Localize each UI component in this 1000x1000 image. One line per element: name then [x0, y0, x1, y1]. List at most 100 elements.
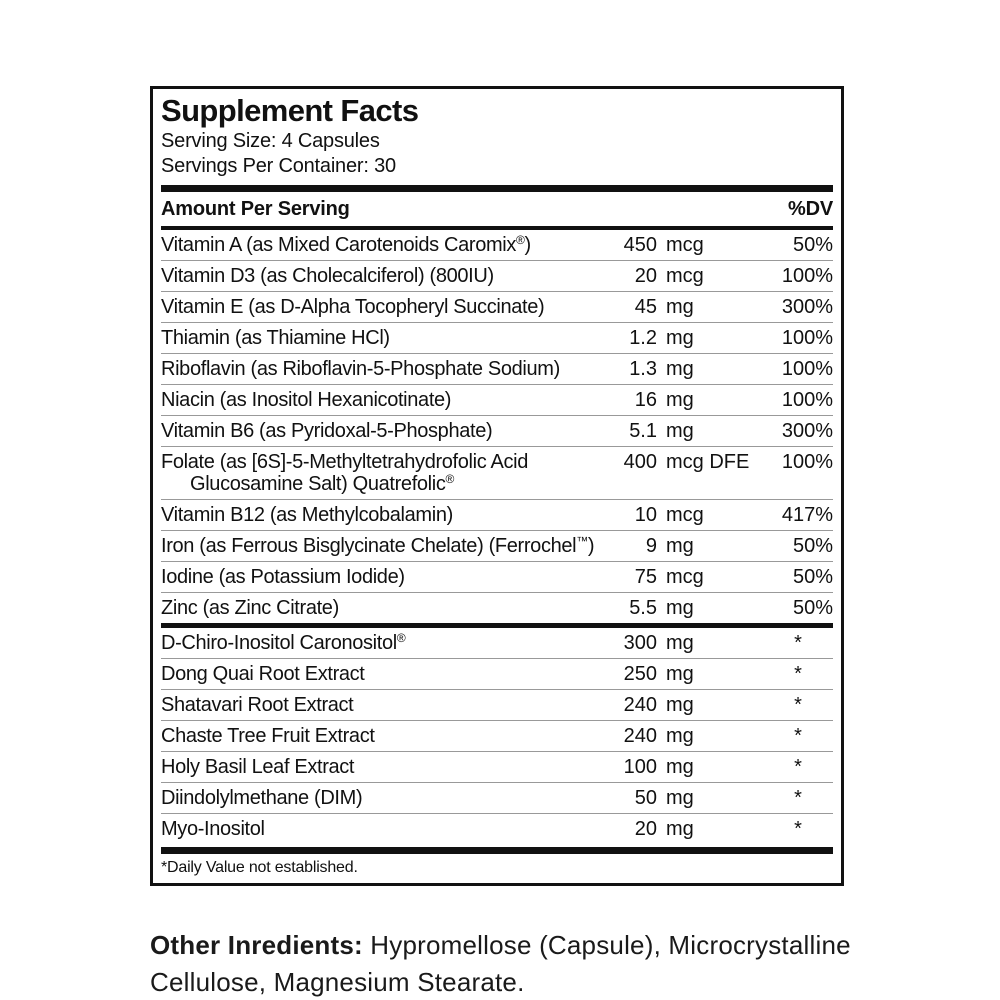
panel-title: Supplement Facts — [161, 93, 419, 128]
nutrient-amount-value: 45 — [634, 296, 657, 318]
other-ingredients-paragraph: Other Inredients: Hypromellose (Capsule)… — [150, 927, 910, 1000]
nutrient-amount-value: 240 — [623, 694, 657, 716]
nutrient-amount-unit: mg — [666, 296, 694, 318]
nutrient-name: Iron (as Ferrous Bisglycinate Chelate) (… — [161, 534, 595, 557]
nutrient-daily-value: 300% — [781, 296, 833, 318]
nutrient-name: Folate (as [6S]-5-Methyltetrahydrofolic … — [161, 451, 528, 495]
nutrient-amount-value: 5.5 — [629, 597, 657, 619]
nutrient-name: Niacin (as Inositol Hexanicotinate) — [161, 389, 452, 411]
nutrient-amount-unit: mg — [666, 725, 694, 747]
nutrient-daily-value: 100% — [781, 358, 833, 380]
nutrient-name: Shatavari Root Extract — [161, 694, 354, 716]
nutrient-name: Vitamin D3 (as Cholecalciferol) (800IU) — [161, 265, 494, 287]
nutrient-amount-unit: mcg — [666, 265, 704, 287]
nutrient-amount-value: 1.2 — [629, 327, 657, 349]
table-row: Zinc (as Zinc Citrate) 5.5 mg 50% — [161, 592, 833, 623]
table-row: Chaste Tree Fruit Extract 240 mg * — [161, 720, 833, 751]
table-row: Iodine (as Potassium Iodide) 75 mcg 50% — [161, 561, 833, 592]
table-row: Vitamin B6 (as Pyridoxal-5-Phosphate) 5.… — [161, 415, 833, 446]
nutrient-amount-value: 50 — [634, 787, 657, 809]
nutrient-amount-unit: mg — [666, 597, 694, 619]
nutrient-amount-unit: mg — [666, 358, 694, 380]
table-row: Iron (as Ferrous Bisglycinate Chelate) (… — [161, 530, 833, 561]
divider-under-header — [161, 226, 833, 230]
nutrient-amount-unit: mg — [666, 787, 694, 809]
nutrient-amount-value: 240 — [623, 725, 657, 747]
nutrient-daily-value: 100% — [781, 451, 833, 473]
table-row: Riboflavin (as Riboflavin-5-Phosphate So… — [161, 353, 833, 384]
nutrient-amount-value: 300 — [623, 632, 657, 654]
nutrient-amount-value: 16 — [634, 389, 657, 411]
nutrient-name: Vitamin A (as Mixed Carotenoids Caromix®… — [161, 233, 531, 256]
supplement-facts-panel: Supplement Facts Serving Size: 4 Capsule… — [150, 86, 844, 886]
nutrient-name: Zinc (as Zinc Citrate) — [161, 597, 339, 619]
servings-per-container-line: Servings Per Container: 30 — [161, 155, 396, 177]
nutrient-daily-value: 100% — [781, 265, 833, 287]
nutrient-amount-unit: mg — [666, 420, 694, 442]
nutrient-amount-value: 5.1 — [629, 420, 657, 442]
nutrient-amount-value: 9 — [645, 535, 657, 557]
table-row: Myo-Inositol 20 mg * — [161, 813, 833, 844]
nutrient-amount-value: 1.3 — [629, 358, 657, 380]
table-row: Vitamin B12 (as Methylcobalamin) 10 mcg … — [161, 499, 833, 530]
nutrient-amount-value: 400 — [623, 451, 657, 473]
nutrient-amount-value: 10 — [634, 504, 657, 526]
nutrient-name: Vitamin E (as D-Alpha Tocopheryl Succina… — [161, 296, 545, 318]
thick-divider-bottom — [161, 847, 833, 854]
nutrient-daily-value: 50% — [792, 597, 833, 619]
nutrient-daily-value: 50% — [792, 566, 833, 588]
daily-value-footnote: *Daily Value not established. — [161, 859, 358, 876]
nutrient-amount-unit: mcg — [666, 234, 704, 256]
nutrient-name: D-Chiro-Inositol Caronositol® — [161, 631, 406, 654]
botanical-rows-section: D-Chiro-Inositol Caronositol® 300 mg * D… — [161, 628, 833, 844]
nutrient-name: Vitamin B12 (as Methylcobalamin) — [161, 504, 453, 526]
table-row: D-Chiro-Inositol Caronositol® 300 mg * — [161, 628, 833, 658]
nutrient-daily-value: * — [794, 787, 802, 809]
nutrient-amount-value: 100 — [623, 756, 657, 778]
nutrient-amount-unit: mcg DFE — [666, 451, 750, 473]
nutrient-amount-unit: mg — [666, 327, 694, 349]
nutrient-name: Chaste Tree Fruit Extract — [161, 725, 375, 747]
nutrient-daily-value: * — [794, 725, 802, 747]
table-row: Folate (as [6S]-5-Methyltetrahydrofolic … — [161, 446, 833, 499]
nutrient-amount-unit: mcg — [666, 566, 704, 588]
nutrient-amount-unit: mcg — [666, 504, 704, 526]
nutrient-name: Holy Basil Leaf Extract — [161, 756, 355, 778]
table-row: Diindolylmethane (DIM) 50 mg * — [161, 782, 833, 813]
nutrient-amount-unit: mg — [666, 756, 694, 778]
nutrient-amount-value: 20 — [634, 818, 657, 840]
table-row: Niacin (as Inositol Hexanicotinate) 16 m… — [161, 384, 833, 415]
amount-per-serving-header: Amount Per Serving — [161, 198, 350, 220]
nutrient-amount-unit: mg — [666, 663, 694, 685]
nutrient-name: Diindolylmethane (DIM) — [161, 787, 363, 809]
serving-size-line: Serving Size: 4 Capsules — [161, 130, 380, 152]
nutrient-name: Dong Quai Root Extract — [161, 663, 365, 685]
nutrient-daily-value: * — [794, 694, 802, 716]
table-row: Dong Quai Root Extract 250 mg * — [161, 658, 833, 689]
nutrient-name: Vitamin B6 (as Pyridoxal-5-Phosphate) — [161, 420, 493, 442]
nutrient-amount-value: 450 — [623, 234, 657, 256]
nutrient-name: Riboflavin (as Riboflavin-5-Phosphate So… — [161, 358, 560, 380]
nutrient-daily-value: * — [794, 818, 802, 840]
nutrient-amount-unit: mg — [666, 389, 694, 411]
nutrient-name: Thiamin (as Thiamine HCl) — [161, 327, 390, 349]
nutrient-amount-unit: mg — [666, 535, 694, 557]
table-row: Shatavari Root Extract 240 mg * — [161, 689, 833, 720]
table-row: Vitamin A (as Mixed Carotenoids Caromix®… — [161, 230, 833, 260]
table-row: Thiamin (as Thiamine HCl) 1.2 mg 100% — [161, 322, 833, 353]
nutrient-daily-value: 100% — [781, 389, 833, 411]
nutrient-daily-value: * — [794, 756, 802, 778]
nutrient-daily-value: 417% — [781, 504, 833, 526]
thick-divider-top — [161, 185, 833, 192]
nutrient-daily-value: * — [794, 632, 802, 654]
table-row: Vitamin D3 (as Cholecalciferol) (800IU) … — [161, 260, 833, 291]
nutrient-daily-value: 100% — [781, 327, 833, 349]
nutrient-amount-unit: mg — [666, 632, 694, 654]
nutrient-daily-value: * — [794, 663, 802, 685]
nutrient-rows-section: Vitamin A (as Mixed Carotenoids Caromix®… — [161, 230, 833, 623]
nutrient-name: Myo-Inositol — [161, 818, 265, 840]
nutrient-daily-value: 300% — [781, 420, 833, 442]
nutrient-daily-value: 50% — [792, 535, 833, 557]
percent-dv-header: %DV — [788, 198, 833, 220]
